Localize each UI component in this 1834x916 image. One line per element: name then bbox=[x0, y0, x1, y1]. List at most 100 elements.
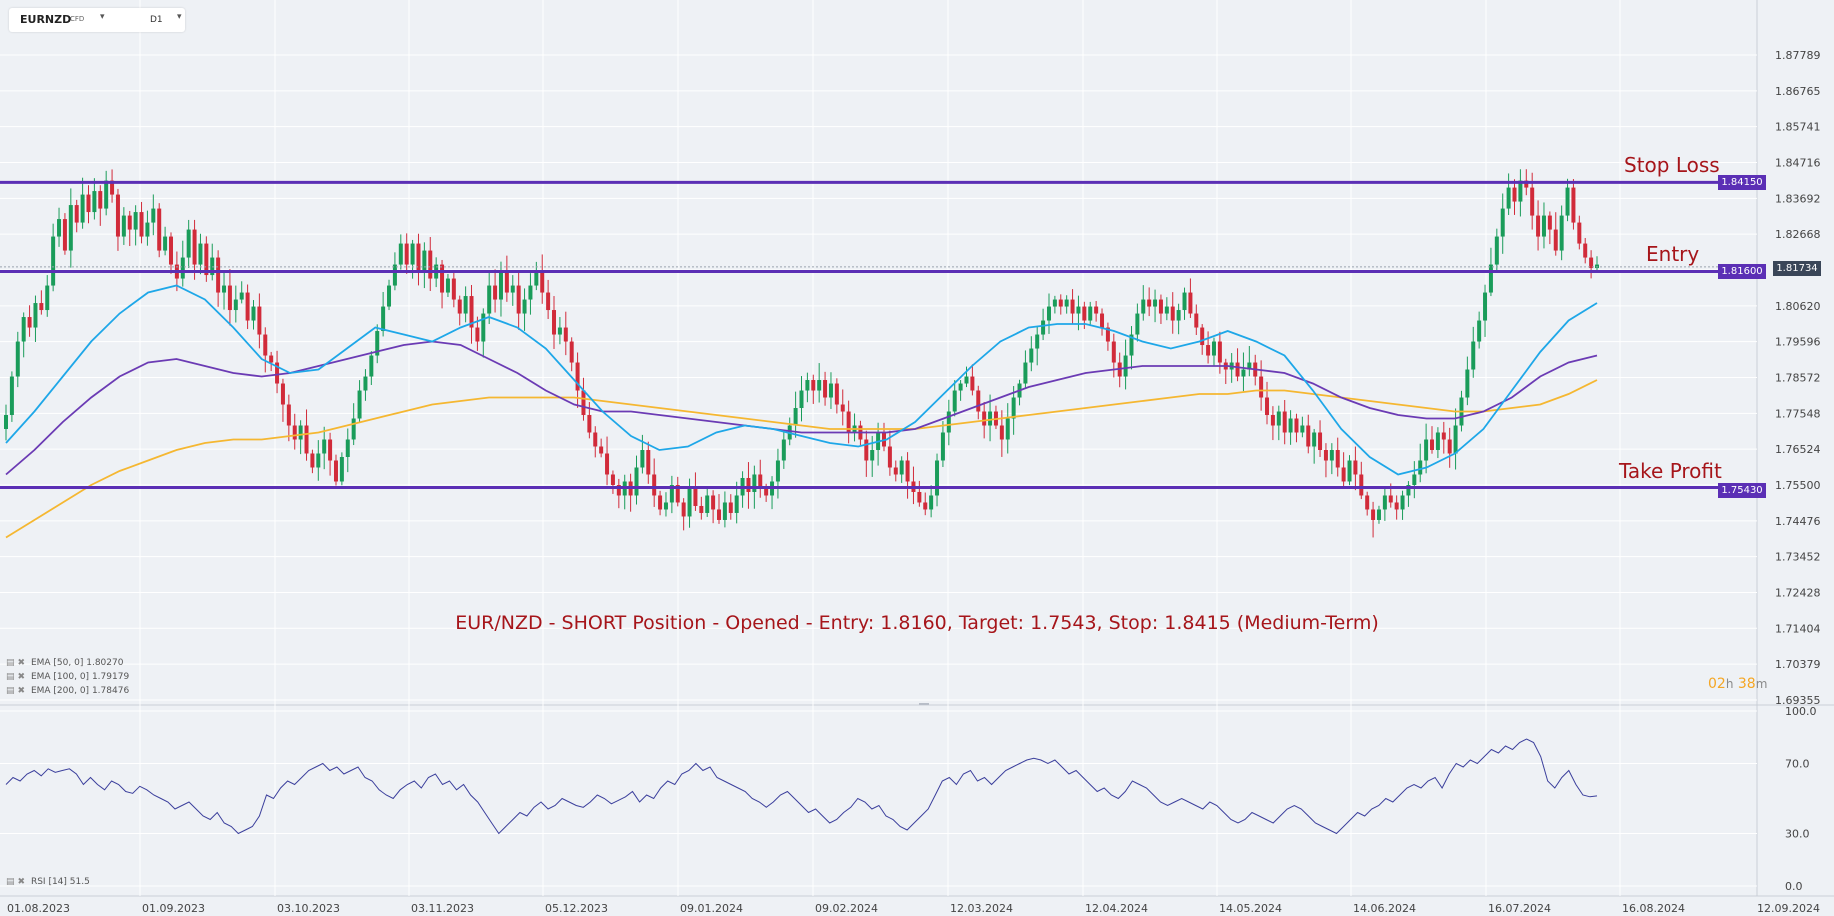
candle-body bbox=[1023, 362, 1028, 384]
candle-body bbox=[9, 376, 14, 416]
price-tick-label: 1.86765 bbox=[1775, 85, 1821, 98]
indicator-legend-ema200[interactable]: ▤ ✖ EMA [200, 0] 1.78476 bbox=[6, 686, 129, 696]
candle-body bbox=[1035, 334, 1040, 349]
close-icon[interactable]: ✖ bbox=[17, 877, 26, 887]
price-tick-label: 1.70379 bbox=[1775, 658, 1821, 671]
candle-body bbox=[104, 180, 109, 209]
stop-loss-price-tag[interactable]: 1.84150 bbox=[1718, 175, 1766, 190]
candle-body bbox=[1565, 187, 1570, 216]
price-tick-label: 1.74476 bbox=[1775, 515, 1821, 528]
candle-body bbox=[681, 502, 686, 517]
candle-body bbox=[1188, 292, 1193, 314]
candle-body bbox=[823, 380, 828, 398]
rsi-tick-label: 70.0 bbox=[1785, 758, 1810, 771]
candle-body bbox=[127, 215, 132, 230]
candle-body bbox=[646, 449, 651, 475]
settings-icon[interactable]: ▤ bbox=[6, 686, 15, 696]
candle-body bbox=[1435, 432, 1440, 450]
candle-body bbox=[1559, 215, 1564, 251]
candle-body bbox=[404, 243, 409, 265]
candle-body bbox=[145, 222, 150, 237]
candle-body bbox=[151, 208, 156, 223]
candle-body bbox=[257, 306, 262, 335]
entry-price-tag[interactable]: 1.81600 bbox=[1718, 264, 1766, 279]
candle-body bbox=[186, 229, 191, 258]
candle-body bbox=[917, 491, 922, 503]
candle-body bbox=[1394, 502, 1399, 510]
indicator-params: [100, 0] bbox=[53, 672, 90, 682]
rsi-params: [14] bbox=[48, 877, 67, 887]
candle-body bbox=[1500, 208, 1505, 237]
price-tick-label: 1.76524 bbox=[1775, 443, 1821, 456]
indicator-legend-ema100[interactable]: ▤ ✖ EMA [100, 0] 1.79179 bbox=[6, 672, 129, 682]
candle-body bbox=[1259, 376, 1264, 398]
candle-body bbox=[1105, 327, 1110, 342]
chevron-down-icon[interactable]: ▾ bbox=[177, 12, 182, 22]
close-icon[interactable]: ✖ bbox=[17, 686, 26, 696]
symbol-toolbar[interactable]: EURNZD CFD ▾ D1 ▾ bbox=[9, 8, 185, 32]
price-tick-label: 1.82668 bbox=[1775, 228, 1821, 241]
entry-annotation: Entry bbox=[1646, 242, 1700, 266]
candle-body bbox=[887, 446, 892, 468]
candle-body bbox=[634, 467, 639, 496]
candle-body bbox=[1276, 411, 1281, 426]
candle-body bbox=[1070, 299, 1075, 314]
candle-body bbox=[39, 303, 44, 311]
candle-body bbox=[923, 502, 928, 510]
price-tick-label: 1.78572 bbox=[1775, 372, 1821, 385]
candle-body bbox=[552, 310, 557, 335]
candle-body bbox=[322, 439, 327, 454]
candle-body bbox=[1524, 180, 1529, 188]
candle-body bbox=[216, 257, 221, 293]
candle-body bbox=[110, 180, 115, 195]
candle-body bbox=[445, 278, 450, 293]
settings-icon[interactable]: ▤ bbox=[6, 877, 15, 887]
candle-body bbox=[1400, 495, 1405, 510]
candle-body bbox=[21, 317, 26, 342]
candle-body bbox=[168, 236, 173, 265]
price-tick-label: 1.71404 bbox=[1775, 622, 1821, 635]
candle-body bbox=[416, 243, 421, 272]
candle-body bbox=[1005, 418, 1010, 440]
take-profit-price-tag[interactable]: 1.75430 bbox=[1718, 483, 1766, 498]
candle-body bbox=[1111, 341, 1116, 363]
candle-body bbox=[687, 488, 692, 517]
indicator-params: [200, 0] bbox=[53, 686, 90, 696]
close-icon[interactable]: ✖ bbox=[17, 658, 26, 668]
candle-body bbox=[1329, 449, 1334, 461]
candle-body bbox=[1465, 369, 1470, 398]
candle-body bbox=[1153, 299, 1158, 307]
candle-body bbox=[481, 313, 486, 342]
symbol-name[interactable]: EURNZD bbox=[20, 13, 72, 26]
candle-body bbox=[227, 285, 232, 311]
indicator-label: EMA bbox=[30, 658, 51, 668]
indicator-value: 1.80270 bbox=[86, 658, 124, 668]
chevron-down-icon[interactable]: ▾ bbox=[100, 12, 105, 22]
candle-body bbox=[1058, 299, 1063, 307]
candle-body bbox=[163, 236, 168, 251]
settings-icon[interactable]: ▤ bbox=[6, 672, 15, 682]
candle-body bbox=[1082, 306, 1087, 321]
candle-body bbox=[1441, 432, 1446, 440]
candle-body bbox=[758, 474, 763, 489]
candle-body bbox=[999, 425, 1004, 440]
close-icon[interactable]: ✖ bbox=[17, 672, 26, 682]
candle-body bbox=[575, 362, 580, 391]
timeframe-selector[interactable]: D1 bbox=[150, 15, 163, 25]
candle-body bbox=[1335, 449, 1340, 468]
candle-body bbox=[722, 502, 727, 520]
candle-body bbox=[652, 474, 657, 496]
candle-body bbox=[280, 383, 285, 405]
current-price-tag: 1.81734 bbox=[1773, 261, 1821, 276]
candle-body bbox=[1088, 306, 1093, 321]
candle-body bbox=[1141, 299, 1146, 314]
indicator-legend-ema50[interactable]: ▤ ✖ EMA [50, 0] 1.80270 bbox=[6, 658, 123, 668]
candle-body bbox=[192, 229, 197, 265]
price-tick-label: 1.84716 bbox=[1775, 157, 1821, 170]
settings-icon[interactable]: ▤ bbox=[6, 658, 15, 668]
candle-body bbox=[451, 278, 456, 300]
candle-body bbox=[1595, 264, 1599, 269]
candle-body bbox=[463, 296, 468, 314]
indicator-legend-rsi[interactable]: ▤ ✖ RSI [14] 51.5 bbox=[6, 877, 90, 887]
